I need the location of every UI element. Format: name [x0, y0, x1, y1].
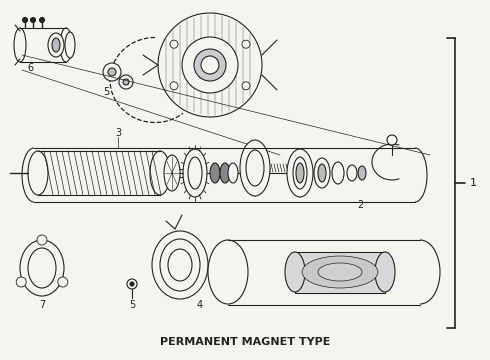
Ellipse shape	[242, 40, 250, 48]
Ellipse shape	[358, 166, 366, 180]
Ellipse shape	[168, 249, 192, 281]
Ellipse shape	[318, 263, 362, 281]
Ellipse shape	[108, 68, 116, 76]
Ellipse shape	[242, 82, 250, 90]
Ellipse shape	[208, 240, 248, 304]
Ellipse shape	[20, 240, 64, 296]
Ellipse shape	[246, 150, 264, 186]
Text: 1: 1	[469, 178, 476, 188]
Ellipse shape	[48, 33, 64, 57]
Text: 4: 4	[197, 300, 203, 310]
Ellipse shape	[123, 79, 129, 85]
Ellipse shape	[287, 149, 313, 197]
Ellipse shape	[182, 37, 238, 93]
Text: 7: 7	[39, 300, 45, 310]
Ellipse shape	[37, 235, 47, 245]
Ellipse shape	[220, 163, 230, 183]
Ellipse shape	[188, 157, 202, 189]
Ellipse shape	[332, 162, 344, 184]
Ellipse shape	[127, 279, 137, 289]
Ellipse shape	[164, 155, 180, 191]
Ellipse shape	[285, 252, 305, 292]
Ellipse shape	[170, 82, 178, 90]
Ellipse shape	[23, 18, 27, 23]
Ellipse shape	[30, 18, 35, 23]
Ellipse shape	[228, 163, 238, 183]
Text: 5: 5	[129, 300, 135, 310]
Ellipse shape	[158, 13, 262, 117]
Text: PERMANENT MAGNET TYPE: PERMANENT MAGNET TYPE	[160, 337, 330, 347]
Ellipse shape	[183, 149, 207, 197]
Ellipse shape	[28, 248, 56, 288]
Ellipse shape	[240, 140, 270, 196]
Ellipse shape	[14, 28, 26, 62]
Ellipse shape	[210, 163, 220, 183]
Ellipse shape	[16, 277, 26, 287]
Ellipse shape	[65, 32, 75, 58]
Text: 2: 2	[357, 200, 363, 210]
Text: 5: 5	[103, 87, 109, 97]
Text: 3: 3	[115, 128, 121, 138]
Ellipse shape	[296, 163, 304, 183]
Ellipse shape	[58, 277, 68, 287]
Ellipse shape	[130, 282, 134, 286]
Ellipse shape	[40, 18, 45, 23]
Ellipse shape	[387, 135, 397, 145]
Ellipse shape	[194, 49, 226, 81]
Ellipse shape	[170, 40, 178, 48]
Ellipse shape	[375, 252, 395, 292]
Ellipse shape	[60, 28, 72, 62]
Ellipse shape	[318, 164, 326, 182]
Ellipse shape	[152, 231, 208, 299]
Ellipse shape	[103, 63, 121, 81]
Bar	[295, 252, 385, 293]
Ellipse shape	[28, 151, 48, 195]
Ellipse shape	[201, 56, 219, 74]
Ellipse shape	[119, 75, 133, 89]
Text: 6: 6	[27, 63, 33, 73]
Ellipse shape	[314, 158, 330, 188]
Ellipse shape	[293, 157, 307, 189]
Ellipse shape	[347, 165, 357, 181]
Ellipse shape	[52, 38, 60, 52]
Ellipse shape	[302, 256, 378, 288]
Ellipse shape	[160, 239, 200, 291]
Ellipse shape	[150, 151, 170, 195]
